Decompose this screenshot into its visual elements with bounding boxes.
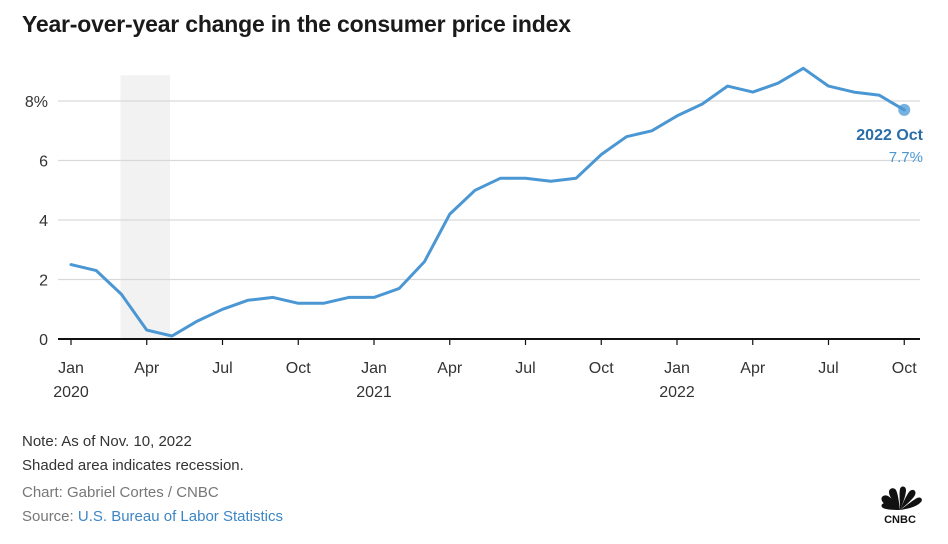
x-tick-year-label: 2022 [659, 384, 695, 401]
x-tick-label: Apr [740, 360, 766, 377]
note-date: Note: As of Nov. 10, 2022 [22, 433, 192, 450]
series-line-cpi [69, 66, 906, 338]
y-tick-label: 2 [39, 273, 48, 290]
x-tick-year-label: 2020 [53, 384, 89, 401]
latest-point-marker [898, 103, 911, 116]
chart-title: Year-over-year change in the consumer pr… [22, 11, 571, 37]
chart-source: Source: U.S. Bureau of Labor Statistics [22, 508, 283, 525]
x-tick-label: Jul [212, 360, 232, 377]
cnbc-logo-icon: CNBC [881, 486, 922, 526]
x-tick-label: Jul [818, 360, 838, 377]
cnbc-logo-text: CNBC [884, 514, 916, 526]
note-shading: Shaded area indicates recession. [22, 457, 244, 474]
x-tick-label: Jan [58, 360, 84, 377]
x-tick-label: Oct [589, 360, 614, 377]
recession-shading-layer [120, 75, 170, 339]
source-prefix: Source: [22, 508, 78, 525]
recession-band [120, 75, 170, 339]
y-axis-ticks: 0 2 4 6 8% [25, 94, 48, 349]
x-tick-label: Oct [286, 360, 311, 377]
y-tick-label: 0 [39, 332, 48, 349]
y-tick-label: 6 [39, 154, 48, 171]
series-layer [69, 66, 906, 338]
source-link[interactable]: U.S. Bureau of Labor Statistics [77, 508, 283, 525]
y-tick-label: 4 [39, 213, 48, 230]
x-tick-label: Apr [437, 360, 463, 377]
gridlines [58, 100, 920, 281]
annotation-value: 7.7% [889, 149, 923, 166]
x-tick-label: Jan [664, 360, 690, 377]
annotation-layer: 2022 Oct 7.7% [856, 103, 924, 166]
x-tick-label: Oct [892, 360, 917, 377]
annotation-label: 2022 Oct [856, 127, 923, 144]
x-tick-year-label: 2021 [356, 384, 392, 401]
y-tick-label: 8% [25, 94, 48, 111]
x-axis-ticks: Jan 2020 Apr Jul Oct Jan 2021 Apr Jul Oct Jan 2022 A… [53, 339, 917, 401]
chart-credit: Chart: Gabriel Cortes / CNBC [22, 484, 219, 501]
x-tick-label: Jul [515, 360, 535, 377]
x-tick-label: Apr [134, 360, 160, 377]
x-tick-label: Jan [361, 360, 387, 377]
